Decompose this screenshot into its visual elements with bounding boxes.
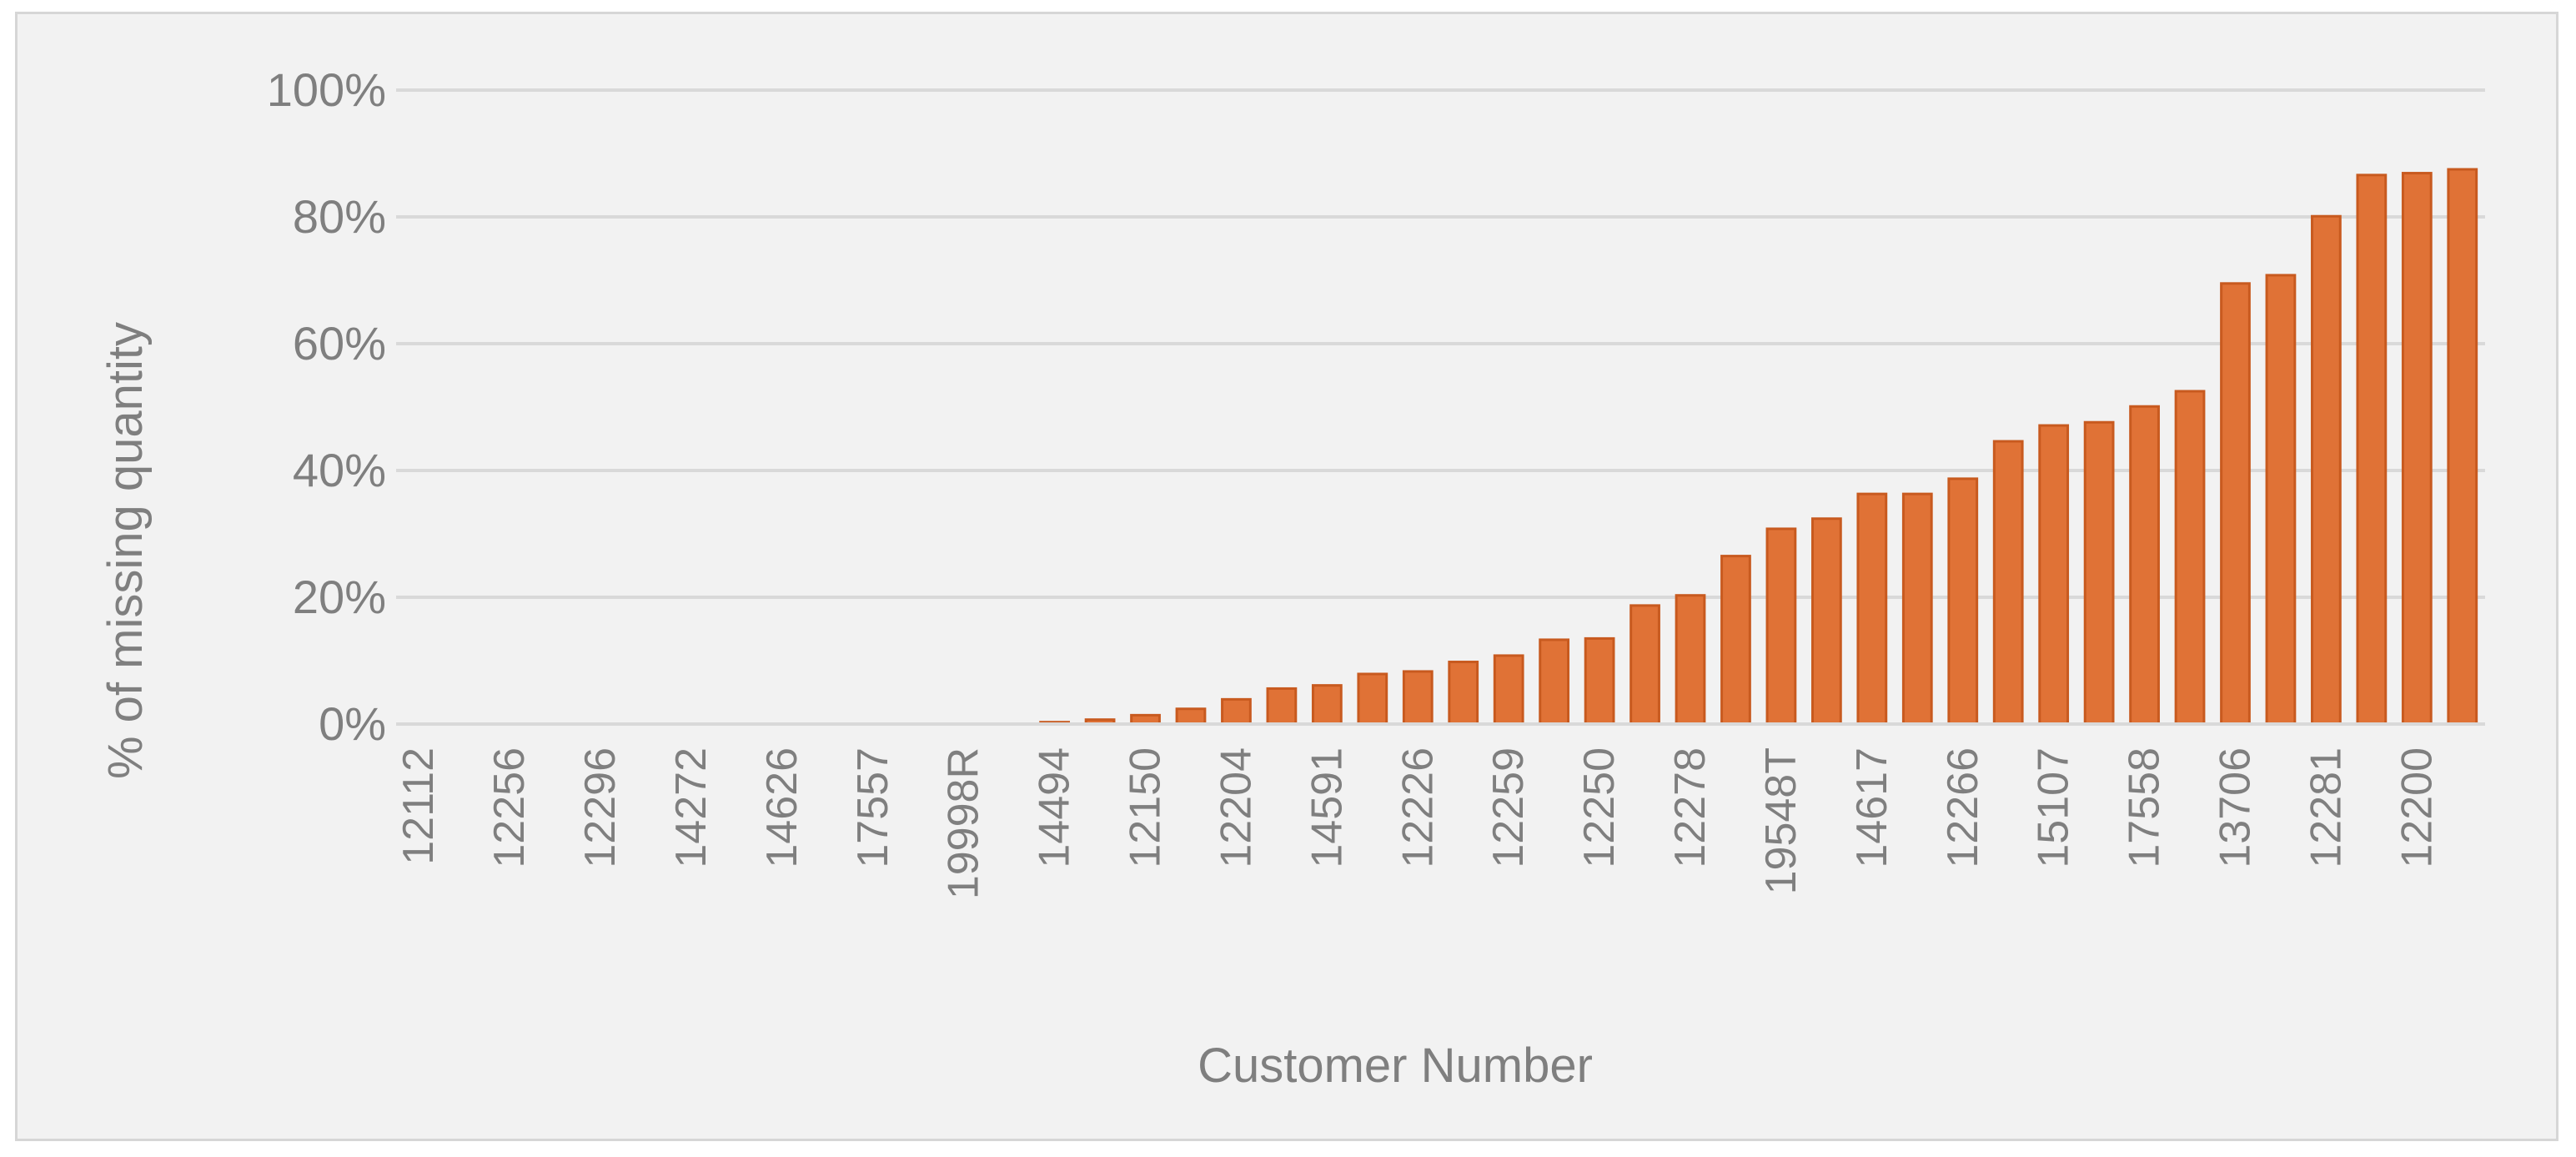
- bar: [1221, 697, 1252, 726]
- bar: [2265, 274, 2297, 726]
- bar: [1175, 707, 1207, 726]
- x-tick-label: 14617: [1848, 747, 1896, 868]
- bar: [1402, 670, 1434, 726]
- y-tick-label: 20%: [293, 571, 386, 623]
- x-tick-label: 14272: [667, 747, 716, 868]
- bar: [2174, 390, 2206, 726]
- bar: [2311, 214, 2342, 726]
- bar: [1810, 517, 1842, 726]
- bar: [1539, 638, 1570, 726]
- bar: [1357, 672, 1388, 726]
- x-tick-label: 19548T: [1757, 747, 1805, 894]
- x-tick-label: 19998R: [940, 747, 988, 899]
- x-axis-ticks: 12112 12256 12296 14272 14626 17557 19998R 1449…: [394, 747, 2441, 899]
- y-axis-title: % of missing quantity: [98, 322, 153, 779]
- bar: [2129, 405, 2160, 726]
- x-tick-label: 12204: [1212, 747, 1260, 868]
- y-tick-label: 100%: [267, 63, 386, 116]
- y-tick-label: 60%: [293, 317, 386, 370]
- y-tick-label: 80%: [293, 190, 386, 243]
- bar: [1629, 604, 1660, 726]
- bar: [2356, 174, 2388, 726]
- x-tick-label: 14494: [1031, 747, 1079, 868]
- x-tick-label: 14591: [1303, 747, 1351, 868]
- x-tick-label: 12296: [576, 747, 625, 868]
- x-tick-label: 12112: [394, 747, 443, 865]
- bars: [1039, 168, 2478, 726]
- bar: [1675, 594, 1706, 726]
- x-tick-label: 13706: [2211, 747, 2259, 868]
- bar: [2220, 282, 2251, 726]
- x-tick-label: 12250: [1575, 747, 1624, 868]
- bar: [1856, 492, 1888, 726]
- y-tick-label: 0%: [319, 697, 386, 750]
- y-tick-label: 40%: [293, 444, 386, 496]
- x-tick-label: 17557: [849, 747, 897, 868]
- x-tick-label: 12266: [1939, 747, 1987, 868]
- x-tick-label: 15107: [2030, 747, 2078, 868]
- bar: [1448, 661, 1479, 726]
- x-tick-label: 12226: [1393, 747, 1442, 868]
- bar: [2447, 168, 2478, 726]
- bar: [2038, 424, 2070, 726]
- bar: [1266, 687, 1298, 726]
- y-axis-ticks: 0% 20% 40% 60% 80% 100%: [267, 63, 386, 750]
- x-tick-label: 12278: [1666, 747, 1715, 868]
- gridlines: [396, 88, 2485, 599]
- x-tick-label: 12281: [2302, 747, 2350, 868]
- x-tick-label: 14626: [758, 747, 806, 868]
- bar: [1493, 654, 1524, 726]
- x-tick-label: 17558: [2121, 747, 2169, 868]
- x-tick-label: 12256: [485, 747, 534, 868]
- x-tick-label: 12200: [2393, 747, 2441, 868]
- bar: [1901, 492, 1933, 726]
- bar: [2083, 420, 2115, 726]
- x-axis-title: Customer Number: [1198, 1039, 1593, 1093]
- bar: [2401, 172, 2433, 726]
- bar: [1765, 527, 1797, 726]
- bar: [1992, 440, 2024, 726]
- bar: [1584, 636, 1615, 726]
- bar: [1947, 477, 1979, 726]
- bar: [1311, 684, 1343, 726]
- bar: [1720, 555, 1751, 726]
- x-tick-label: 12259: [1484, 747, 1533, 868]
- x-tick-label: 12150: [1122, 747, 1170, 868]
